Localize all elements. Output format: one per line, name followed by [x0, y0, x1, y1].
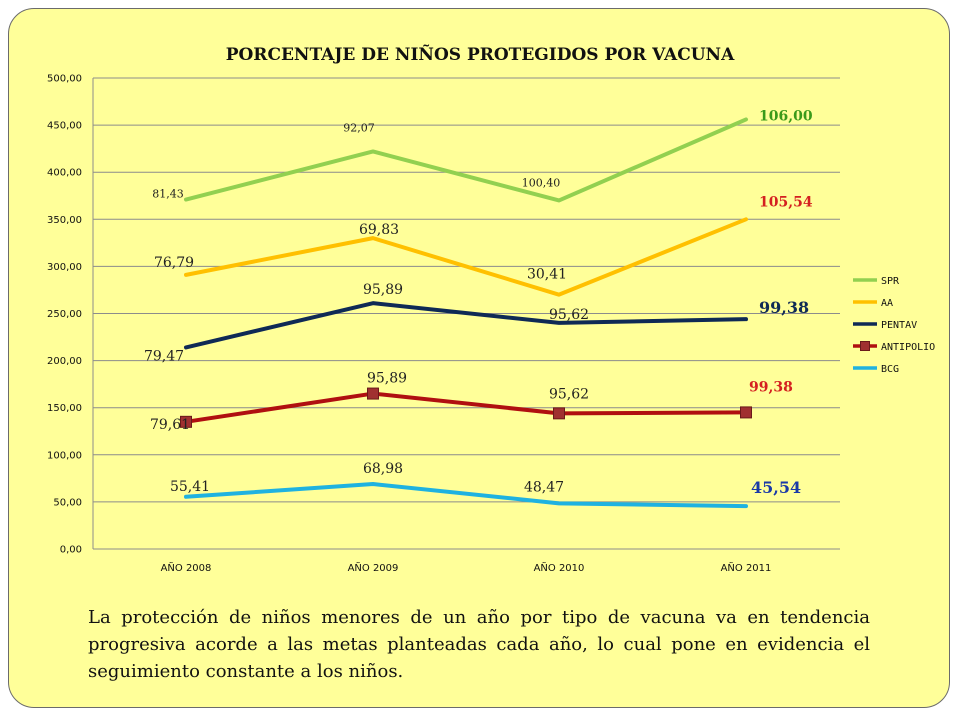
data-label: 106,00 [759, 108, 813, 124]
series-line-bcg [184, 482, 748, 509]
y-tick-label: 450,00 [47, 121, 82, 132]
legend-label: ANTIPOLIO [881, 342, 935, 353]
y-tick-label: 500,00 [47, 74, 82, 85]
y-tick-label: 100,00 [47, 450, 82, 461]
data-label: 68,98 [363, 461, 403, 477]
data-point-marker [367, 387, 379, 400]
legend-label: SPR [881, 276, 900, 287]
x-tick-label: AÑO 2010 [534, 561, 585, 574]
data-label: 69,83 [359, 222, 399, 238]
data-label: 55,41 [170, 479, 210, 495]
data-label: 99,38 [759, 298, 809, 317]
data-label: 95,62 [549, 307, 589, 323]
x-tick-label: AÑO 2011 [721, 561, 772, 574]
legend-marker [860, 341, 870, 351]
y-tick-label: 400,00 [47, 168, 82, 179]
data-label: 105,54 [759, 194, 813, 210]
data-label: 95,62 [549, 386, 589, 402]
data-point-marker [553, 407, 565, 420]
series-line-aa [184, 217, 748, 297]
data-label: 81,43 [152, 188, 184, 201]
data-label: 100,40 [522, 176, 561, 189]
series-line-spr [184, 117, 748, 203]
y-tick-label: 50,00 [53, 497, 82, 508]
y-tick-label: 250,00 [47, 309, 82, 320]
legend-label: PENTAV [881, 320, 917, 331]
chart-title: PORCENTAJE DE NIÑOS PROTEGIDOS POR VACUN… [226, 43, 735, 65]
data-label: 99,38 [749, 379, 793, 395]
x-tick-label: AÑO 2009 [348, 561, 399, 574]
y-tick-label: 200,00 [47, 356, 82, 367]
data-label: 30,41 [527, 267, 567, 283]
series-line-antipolio [184, 391, 748, 424]
data-label: 79,47 [144, 348, 184, 364]
x-tick-label: AÑO 2008 [161, 561, 212, 574]
caption-text: La protección de niños menores de un año… [88, 607, 870, 682]
data-point-marker [740, 406, 752, 419]
data-label: 48,47 [524, 479, 564, 495]
legend-label: BCG [881, 364, 899, 375]
data-label: 95,89 [363, 282, 403, 298]
series-line-pentav [184, 301, 748, 350]
y-tick-label: 300,00 [47, 262, 82, 273]
y-tick-label: 350,00 [47, 215, 82, 226]
data-label: 76,79 [154, 255, 194, 271]
data-label: 92,07 [343, 121, 375, 134]
legend-label: AA [881, 298, 893, 309]
data-label: 95,89 [367, 371, 407, 387]
y-tick-label: 150,00 [47, 403, 82, 414]
data-label: 79,61 [150, 417, 190, 433]
data-point-marker [180, 415, 192, 428]
data-label: 45,54 [751, 478, 801, 497]
y-tick-label: 0,00 [60, 545, 82, 556]
